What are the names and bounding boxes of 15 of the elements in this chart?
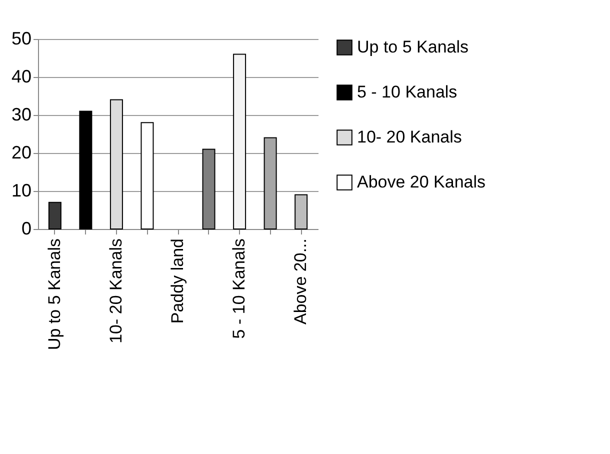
y-tick-label: 30 [11,104,32,124]
x-tick-label: Above 20... [291,238,310,325]
y-tick-label: 10 [11,180,32,200]
x-tick-label: 5 - 10 Kanals [230,238,249,339]
x-tick-label: Up to 5 Kanals [44,238,64,350]
legend-label: 10- 20 Kanals [357,128,462,146]
y-tick-label: 20 [11,142,32,162]
legend-label: 5 - 10 Kanals [357,82,458,102]
x-tick-label: Paddy land [168,238,187,324]
y-tick-label: 40 [11,66,32,86]
x-tick-label: 10- 20 Kanals [106,238,126,344]
y-tick-label: 0 [21,218,32,238]
y-tick-label: 50 [11,28,32,48]
legend-label: Above 20 Kanals [357,172,486,192]
legend-label: Up to 5 Kanals [357,38,469,56]
